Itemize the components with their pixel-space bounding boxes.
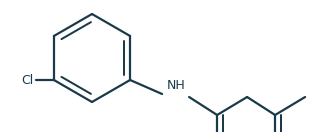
Text: NH: NH: [167, 79, 186, 92]
Text: Cl: Cl: [22, 74, 34, 86]
